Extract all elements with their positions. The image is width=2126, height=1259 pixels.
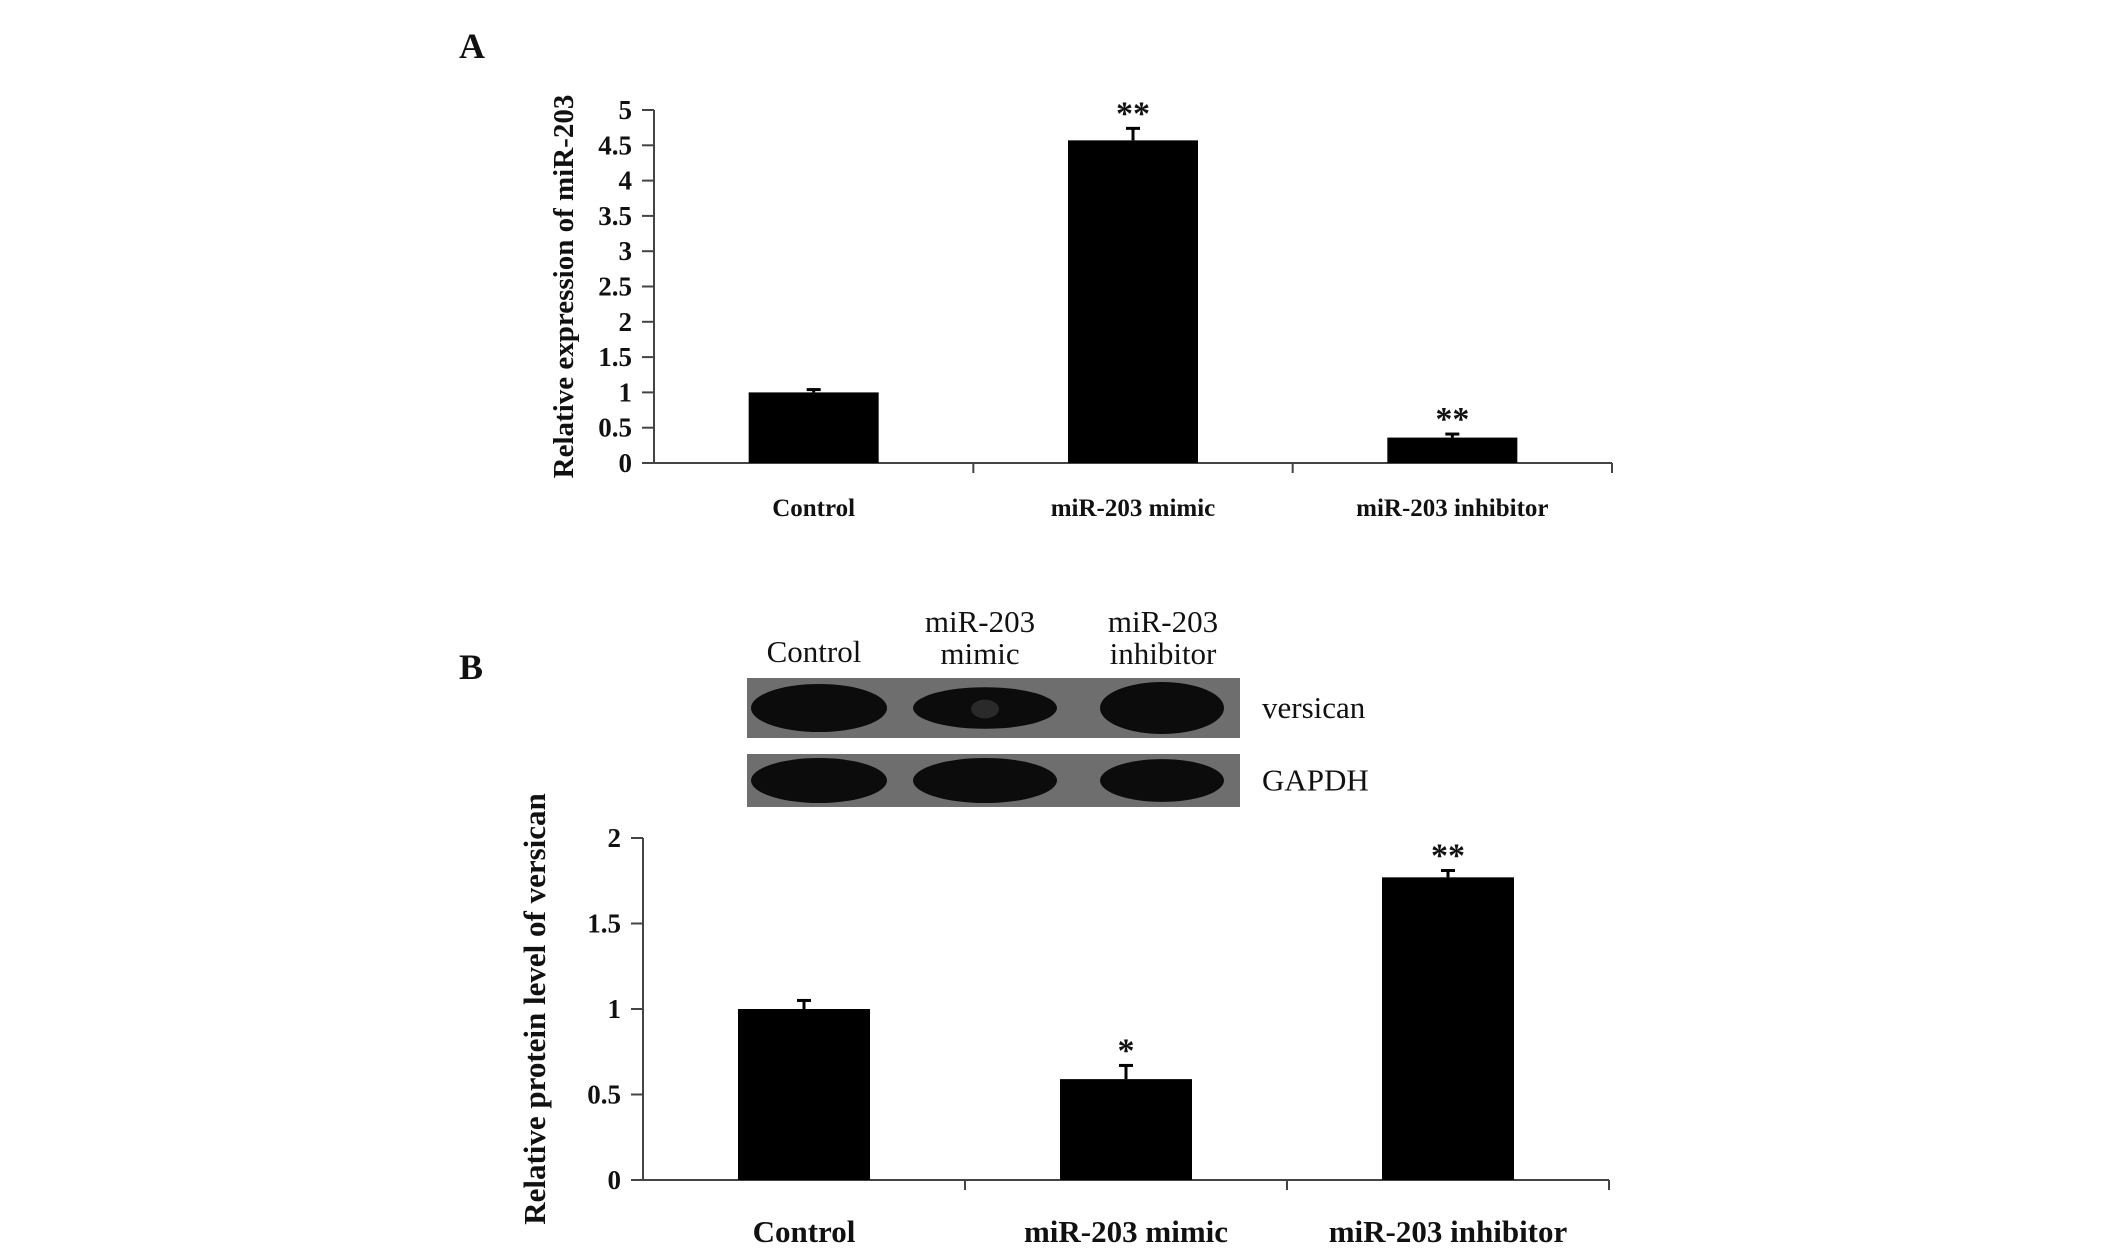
chart-a-y-tick-label: 1.5	[598, 342, 632, 372]
chart-a-y-ticks: 0 0.5 1 1.5 2 2.5 3 3.5 4 4.5 5	[598, 95, 654, 478]
blot-band	[913, 758, 1057, 803]
chart-a-y-tick-label: 3	[619, 236, 633, 266]
chart-a-y-tick-label: 5	[619, 95, 633, 125]
blot-band	[751, 758, 887, 803]
blot-lane-label: miR-203	[1108, 604, 1218, 639]
chart-b-category-label: miR-203 mimic	[1024, 1214, 1228, 1249]
chart-b: 00.511.52 *** Control miR-203 mimic miR-20…	[517, 793, 1610, 1249]
chart-b-category-labels: Control miR-203 mimic miR-203 inhibitor	[753, 1214, 1568, 1249]
chart-a-bar	[748, 392, 879, 463]
panel-a-letter: A	[459, 26, 485, 66]
chart-a-y-tick-label: 4.5	[598, 130, 632, 160]
blot-band	[751, 683, 887, 733]
chart-b-x-ticks	[964, 1180, 1610, 1190]
chart-b-significance-mark: *	[1118, 1032, 1135, 1069]
chart-a-category-label: miR-203 inhibitor	[1356, 495, 1548, 522]
blot-row-label: versican	[1262, 690, 1366, 725]
blot-band-waist	[971, 699, 999, 719]
chart-b-bars: ***	[738, 837, 1514, 1180]
chart-b-y-ticks: 0 0.5 1 1.5 2	[587, 823, 643, 1195]
blot-lane-label: Control	[767, 634, 862, 669]
chart-b-y-axis-label: Relative protein level of versican	[517, 793, 552, 1225]
chart-b-y-tick-label: 1	[608, 994, 622, 1024]
blot-lane-label: inhibitor	[1110, 636, 1217, 671]
chart-b-y-tick-label: 0.5	[587, 1080, 621, 1110]
chart-a-category-label: Control	[772, 495, 855, 522]
chart-b-category-label: miR-203 inhibitor	[1329, 1214, 1568, 1249]
chart-a-bar	[1387, 437, 1518, 463]
chart-a: 0 0.5 1 1.5 2 2.5 3 3.5 4 4.5 5 ** ** Control miR-20…	[548, 95, 1613, 522]
chart-b-bar	[738, 1009, 870, 1180]
chart-a-y-tick-label: 4	[619, 166, 633, 196]
chart-b-bar	[1382, 877, 1514, 1180]
blot-lane-label: miR-203	[925, 604, 1035, 639]
blot-band	[1100, 759, 1224, 802]
chart-a-significance-mark: **	[1435, 401, 1469, 438]
chart-a-significance-mark: **	[1116, 95, 1150, 132]
chart-b-category-label: Control	[753, 1214, 856, 1249]
chart-b-y-tick-label: 1.5	[587, 909, 621, 939]
chart-a-x-ticks	[972, 463, 1613, 473]
chart-a-y-tick-label: 2	[619, 307, 633, 337]
chart-b-y-tick-label: 2	[608, 823, 622, 853]
chart-b-y-tick-label: 0	[608, 1165, 622, 1195]
panel-b-letter: B	[459, 647, 483, 687]
blot-row-label: GAPDH	[1262, 763, 1369, 798]
chart-a-y-tick-label: 3.5	[598, 201, 632, 231]
chart-a-y-tick-label: 0.5	[598, 413, 632, 443]
blot-band	[1100, 682, 1224, 734]
chart-a-category-labels: Control miR-203 mimic miR-203 inhibitor	[772, 495, 1548, 522]
chart-a-y-axis-label: Relative expression of miR-203	[548, 95, 580, 479]
chart-a-category-label: miR-203 mimic	[1051, 495, 1216, 522]
blot-lane-label: mimic	[940, 636, 1019, 671]
blot-rows: versican GAPDH	[747, 678, 1369, 807]
chart-a-y-tick-label: 1	[619, 377, 633, 407]
chart-a-bars: ** **	[748, 95, 1518, 463]
chart-b-bar	[1060, 1079, 1192, 1180]
chart-b-significance-mark: **	[1431, 837, 1465, 874]
chart-a-y-tick-label: 2.5	[598, 272, 632, 302]
chart-a-bar	[1068, 140, 1198, 463]
chart-a-y-tick-label: 0	[619, 448, 633, 478]
